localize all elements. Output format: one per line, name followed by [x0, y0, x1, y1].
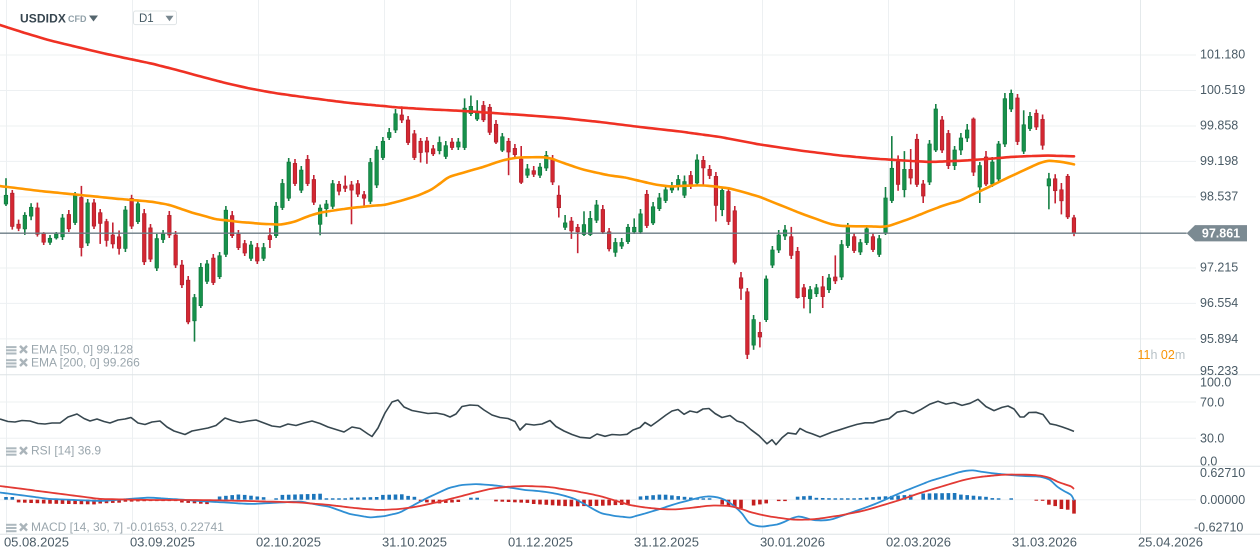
- svg-text:95.894: 95.894: [1200, 332, 1238, 346]
- svg-text:99.858: 99.858: [1200, 118, 1238, 132]
- svg-text:0.0: 0.0: [1200, 455, 1217, 469]
- svg-text:99.198: 99.198: [1200, 154, 1238, 168]
- svg-text:01.12.2025: 01.12.2025: [508, 535, 573, 550]
- svg-text:25.04.2026: 25.04.2026: [1138, 535, 1203, 550]
- svg-text:02.10.2025: 02.10.2025: [256, 535, 321, 550]
- svg-text:30.0: 30.0: [1200, 432, 1224, 446]
- svg-text:D1: D1: [139, 13, 154, 25]
- svg-text:EMA [200, 0] 99.266: EMA [200, 0] 99.266: [31, 356, 140, 370]
- svg-text:100.519: 100.519: [1200, 83, 1245, 97]
- svg-text:0.62710: 0.62710: [1200, 466, 1245, 480]
- svg-text:97.861: 97.861: [1202, 227, 1240, 241]
- svg-text:100.0: 100.0: [1200, 375, 1231, 389]
- svg-text:EMA [50, 0] 99.128: EMA [50, 0] 99.128: [31, 343, 133, 357]
- svg-text:98.537: 98.537: [1200, 190, 1238, 204]
- svg-text:03.09.2025: 03.09.2025: [130, 535, 195, 550]
- svg-text:-0.62710: -0.62710: [1194, 520, 1243, 534]
- svg-text:31.12.2025: 31.12.2025: [634, 535, 699, 550]
- svg-text:USDIDX: USDIDX: [20, 12, 66, 26]
- svg-text:CFD: CFD: [68, 14, 87, 24]
- svg-text:02.03.2026: 02.03.2026: [886, 535, 951, 550]
- svg-text:0.00000: 0.00000: [1200, 493, 1245, 507]
- svg-text:101.180: 101.180: [1200, 47, 1245, 61]
- svg-text:11h 02m: 11h 02m: [1138, 348, 1186, 362]
- svg-text:95.233: 95.233: [1200, 364, 1238, 378]
- svg-text:31.03.2026: 31.03.2026: [1012, 535, 1077, 550]
- svg-text:30.01.2026: 30.01.2026: [760, 535, 825, 550]
- svg-text:05.08.2025: 05.08.2025: [4, 535, 69, 550]
- svg-text:96.554: 96.554: [1200, 296, 1238, 310]
- svg-text:MACD [14, 30, 7] -0.01653, 0.2: MACD [14, 30, 7] -0.01653, 0.22741: [31, 520, 224, 534]
- svg-text:31.10.2025: 31.10.2025: [382, 535, 447, 550]
- svg-text:RSI [14] 36.9: RSI [14] 36.9: [31, 444, 101, 458]
- svg-text:97.215: 97.215: [1200, 261, 1238, 275]
- svg-text:70.0: 70.0: [1200, 395, 1224, 409]
